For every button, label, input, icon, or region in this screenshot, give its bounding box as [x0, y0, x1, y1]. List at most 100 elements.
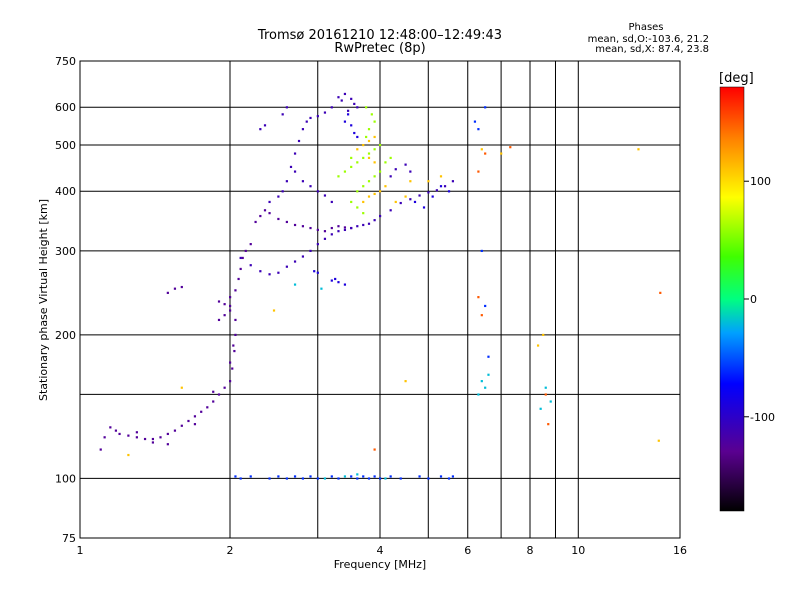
- data-point: [399, 477, 402, 480]
- data-point: [353, 131, 356, 135]
- data-point: [297, 139, 301, 143]
- data-point: [316, 477, 319, 480]
- data-point: [356, 106, 359, 109]
- data-point: [657, 439, 660, 442]
- data-point: [316, 243, 319, 246]
- data-point: [249, 243, 252, 246]
- data-point: [379, 170, 382, 173]
- data-point: [413, 200, 417, 204]
- data-point: [254, 220, 257, 224]
- data-point: [373, 148, 376, 151]
- data-point: [343, 170, 347, 173]
- data-point: [343, 92, 347, 96]
- data-point: [373, 175, 376, 178]
- data-point: [356, 225, 359, 228]
- data-point: [323, 477, 327, 480]
- data-point: [356, 190, 359, 193]
- data-point: [127, 453, 130, 457]
- data-point: [373, 161, 376, 164]
- data-point: [309, 185, 312, 188]
- data-point: [212, 400, 215, 403]
- data-point: [285, 477, 288, 480]
- data-point: [451, 475, 455, 478]
- data-point: [544, 386, 547, 389]
- data-point: [323, 111, 327, 114]
- data-point: [389, 209, 392, 212]
- data-point: [99, 448, 102, 451]
- data-point: [309, 475, 312, 478]
- data-point: [343, 228, 347, 232]
- data-point: [200, 410, 203, 413]
- y-tick-label: 200: [55, 329, 76, 342]
- data-point: [422, 206, 426, 209]
- colorbar-tick-label: 0: [750, 293, 757, 306]
- data-point: [127, 434, 130, 437]
- data-point: [293, 260, 297, 263]
- data-point: [239, 267, 242, 271]
- data-point: [334, 277, 337, 281]
- data-point: [229, 296, 232, 299]
- y-tick-label: 75: [62, 532, 76, 545]
- data-point: [337, 281, 340, 284]
- data-point: [447, 477, 451, 480]
- data-point: [384, 185, 387, 188]
- data-point: [249, 264, 252, 267]
- data-point: [305, 120, 308, 123]
- plot-frame: [79, 60, 681, 539]
- data-points: [99, 92, 662, 480]
- data-point: [337, 230, 340, 233]
- data-point: [379, 143, 382, 147]
- data-point: [356, 161, 359, 164]
- data-point: [480, 380, 483, 383]
- data-point: [350, 156, 353, 160]
- data-point: [268, 477, 271, 480]
- data-point: [234, 475, 237, 478]
- data-point: [384, 161, 387, 164]
- data-point: [330, 475, 333, 478]
- data-point: [409, 180, 412, 183]
- data-point: [316, 271, 319, 274]
- x-tick-label: 10: [571, 544, 585, 557]
- data-point: [435, 189, 438, 192]
- data-point: [217, 300, 221, 303]
- data-point: [439, 175, 443, 178]
- data-point: [166, 291, 169, 294]
- data-point: [231, 367, 234, 370]
- colorbar-tick-label: 100: [750, 175, 771, 188]
- data-point: [249, 475, 252, 478]
- data-point: [404, 195, 407, 198]
- data-point: [343, 226, 347, 229]
- data-point: [323, 194, 327, 197]
- data-point: [356, 473, 359, 476]
- data-point: [293, 475, 297, 478]
- data-point: [547, 423, 550, 426]
- data-point: [373, 219, 376, 222]
- data-point: [362, 212, 365, 215]
- data-point: [316, 115, 319, 118]
- data-point: [103, 436, 106, 439]
- data-point: [362, 475, 365, 478]
- data-point: [373, 448, 376, 451]
- data-point: [268, 212, 271, 215]
- data-point: [379, 190, 382, 193]
- data-point: [487, 355, 490, 358]
- data-point: [151, 437, 155, 441]
- data-point: [544, 393, 547, 396]
- data-point: [484, 152, 487, 155]
- data-point: [277, 271, 280, 274]
- chart-title: Tromsø 20161210 12:48:00–12:49:43: [257, 28, 502, 43]
- data-point: [193, 423, 197, 426]
- x-tick-label: 1: [77, 544, 84, 557]
- data-point: [135, 436, 138, 439]
- data-point: [277, 217, 280, 221]
- data-point: [143, 437, 147, 441]
- data-point: [180, 424, 183, 427]
- data-point: [373, 192, 376, 196]
- data-point: [418, 475, 421, 478]
- data-point: [135, 431, 138, 434]
- data-point: [277, 195, 280, 198]
- data-point: [263, 124, 267, 127]
- data-point: [346, 109, 350, 112]
- data-point: [263, 209, 267, 212]
- data-point: [323, 237, 327, 240]
